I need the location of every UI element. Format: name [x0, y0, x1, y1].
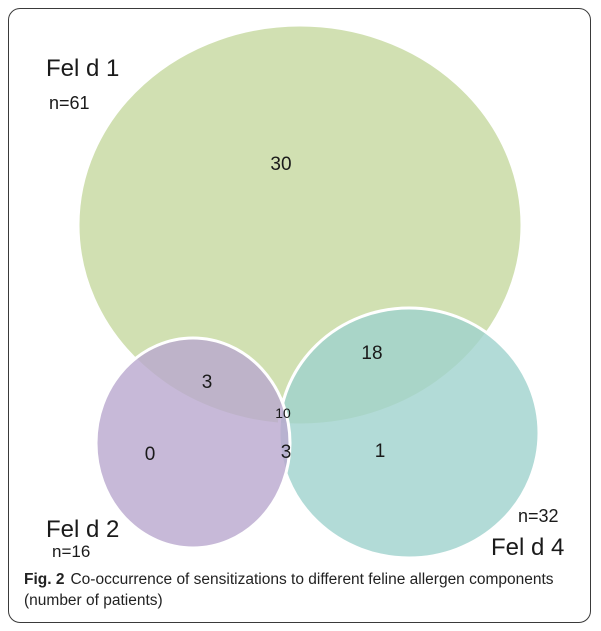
region-fel-d-1-and-4: 18 [361, 343, 382, 364]
fel-d-4-count: n=32 [518, 506, 559, 526]
region-fel-d-1-and-2: 3 [202, 372, 213, 393]
fel-d-2-circle [94, 336, 292, 550]
region-only-fel-d-2: 0 [145, 444, 156, 465]
region-all-three: 10 [275, 405, 291, 421]
fel-d-2-label: Fel d 2 [46, 516, 119, 543]
fel-d-1-count: n=61 [49, 93, 90, 113]
fel-d-1-label: Fel d 1 [46, 55, 119, 82]
region-only-fel-d-1: 30 [270, 154, 291, 175]
caption-lead: Fig. 2 [24, 571, 65, 588]
region-fel-d-2-and-4: 3 [281, 442, 292, 463]
fel-d-4-circle [277, 306, 541, 560]
caption-text: Co-occurrence of sensitizations to diffe… [24, 571, 554, 609]
fel-d-2-count: n=16 [52, 542, 90, 561]
region-only-fel-d-4: 1 [375, 441, 386, 462]
figure-caption: Fig. 2 Co-occurrence of sensitizations to… [24, 569, 579, 611]
fel-d-4-label: Fel d 4 [491, 534, 564, 561]
